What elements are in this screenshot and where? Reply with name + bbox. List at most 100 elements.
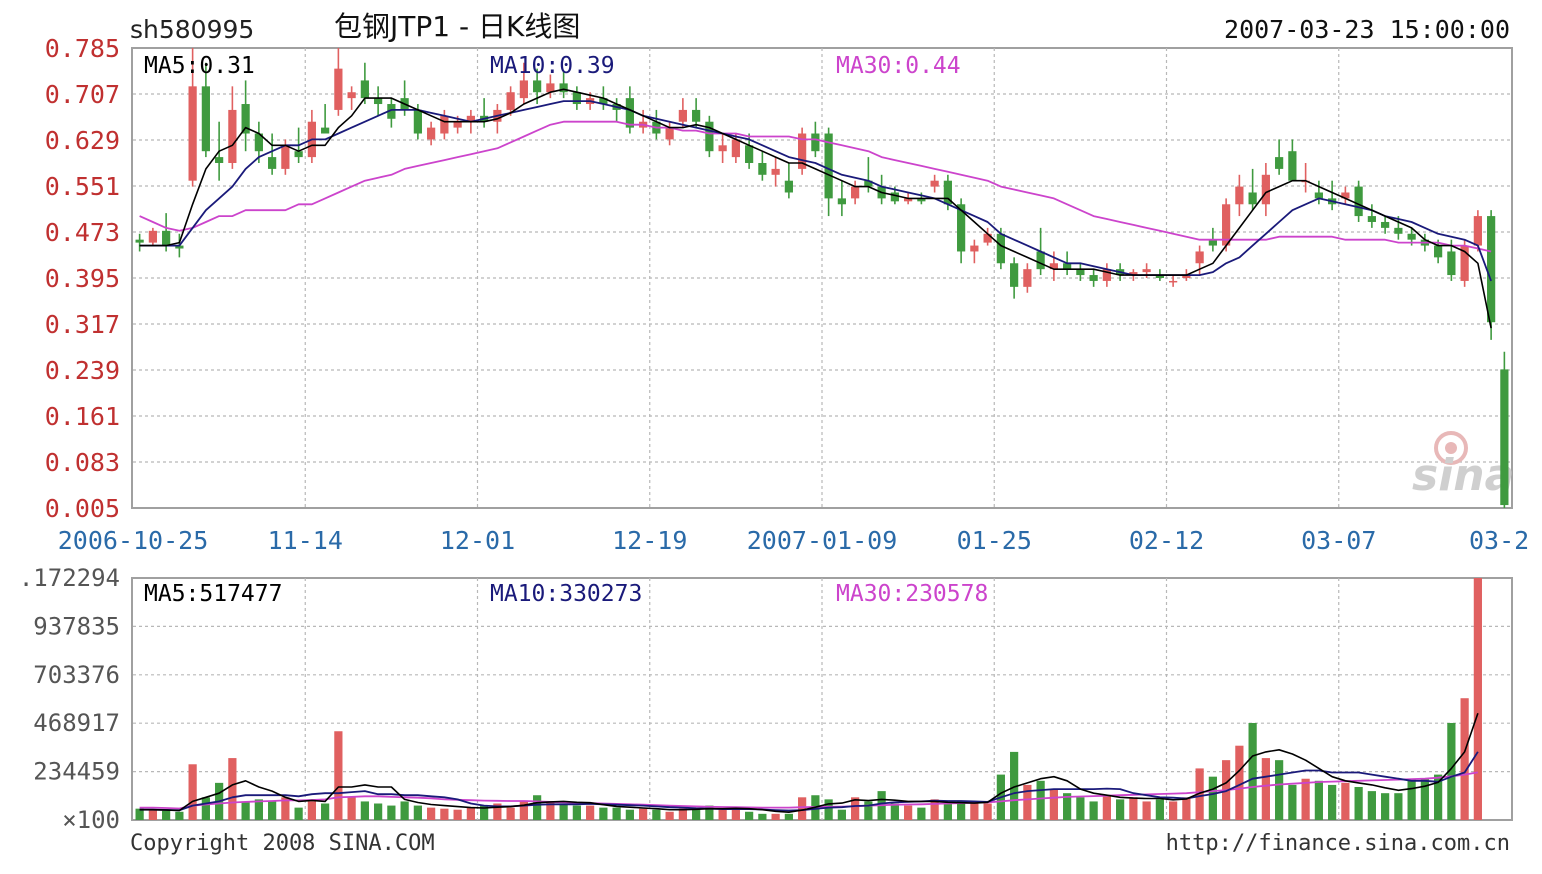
volume-bar (1434, 774, 1443, 820)
candle-body (811, 133, 820, 152)
volume-bar (1447, 722, 1456, 820)
sina-watermark: sina (1412, 431, 1514, 501)
volume-bar (851, 797, 860, 820)
candle-body (268, 157, 277, 169)
volume-bar (1248, 722, 1257, 820)
volume-bar (440, 808, 449, 820)
volume-bar (1182, 797, 1191, 820)
candle (665, 121, 674, 146)
volume-bar (904, 805, 913, 820)
candle-body (533, 80, 542, 93)
candle (201, 62, 210, 158)
volume-bar (837, 809, 846, 820)
volume-tick-label: 937835 (33, 612, 120, 640)
volume-bar (586, 805, 595, 820)
candle (1261, 163, 1270, 217)
candle (148, 227, 157, 246)
price-tick-label: 0.161 (45, 402, 120, 431)
price-tick-label: 0.473 (45, 218, 120, 247)
candle-body (1394, 227, 1403, 234)
candle (1076, 263, 1085, 281)
candle-body (983, 233, 992, 243)
candle-body (453, 121, 462, 128)
date-tick-label: 12-01 (440, 526, 515, 555)
candle (692, 98, 701, 128)
candle (427, 121, 436, 146)
volume-bar (400, 801, 409, 820)
candle (771, 157, 780, 187)
candle-body (1288, 151, 1297, 181)
volume-bar (864, 801, 873, 820)
candle-body (943, 180, 952, 205)
volume-bar (957, 801, 966, 820)
candle-body (890, 192, 899, 202)
candle (1235, 174, 1244, 217)
candle-body (1155, 275, 1164, 278)
candle (1222, 198, 1231, 252)
volume-bar (652, 809, 661, 820)
volume-bar (705, 805, 714, 820)
candle-body (1102, 269, 1111, 281)
candle-body (1473, 216, 1482, 246)
candle-body (241, 104, 250, 134)
candle (519, 62, 528, 105)
candle-body (1275, 157, 1284, 169)
volume-bar (1473, 578, 1482, 820)
price-ma30-line (139, 120, 1492, 253)
candle (837, 180, 846, 217)
candle (1195, 245, 1204, 276)
chart-title: 包钢JTP1 - 日K线图 (334, 10, 580, 43)
candle (135, 233, 144, 252)
volume-bar (771, 813, 780, 820)
candle-body (215, 157, 224, 163)
volume-bar (360, 801, 369, 820)
candle (1102, 263, 1111, 287)
volume-bar (427, 807, 436, 820)
volume-bar (639, 808, 648, 820)
candle (241, 80, 250, 152)
candle (1367, 204, 1376, 228)
price-ma30-label: MA30:0.44 (836, 53, 961, 79)
volume-bar (572, 805, 581, 820)
candle (360, 62, 369, 105)
volume-bar (175, 811, 184, 820)
candle-body (970, 245, 979, 252)
candle (705, 115, 714, 158)
candle-body (175, 245, 184, 249)
candle-body (162, 230, 171, 246)
candle-body (201, 86, 210, 152)
candle (758, 151, 767, 181)
candle-body (851, 186, 860, 199)
candle-body (665, 127, 674, 140)
candle (1500, 351, 1509, 508)
sina-eye-logo (1434, 431, 1468, 465)
volume-bar (1328, 784, 1337, 820)
candle-body (334, 68, 343, 110)
volume-axis: .172294 937835 703376 468917 234459 ×100 (19, 564, 120, 834)
candle (930, 174, 939, 193)
candle (1473, 210, 1482, 252)
candle-body (1010, 263, 1019, 287)
candle (784, 163, 793, 199)
candle-body (1142, 269, 1151, 273)
candle-body (678, 109, 687, 122)
volume-bar (1076, 797, 1085, 820)
volume-bar (625, 809, 634, 820)
candle-body (440, 115, 449, 134)
volume-tick-label: 468917 (33, 709, 120, 737)
candle-body (1460, 245, 1469, 281)
source-link[interactable]: http://finance.sina.com.cn (1166, 831, 1510, 856)
candle-body (1261, 174, 1270, 205)
volume-bar (612, 807, 621, 820)
candle-body (360, 80, 369, 99)
price-tick-label: 0.239 (45, 356, 120, 385)
price-ma10-label: MA10:0.39 (490, 53, 615, 79)
candle-body (1208, 239, 1217, 246)
candle-body (519, 80, 528, 99)
candle-body (506, 92, 515, 110)
candle-body (599, 98, 608, 105)
candle-body (1129, 272, 1138, 276)
volume-bar (347, 797, 356, 820)
candle-body (374, 98, 383, 105)
